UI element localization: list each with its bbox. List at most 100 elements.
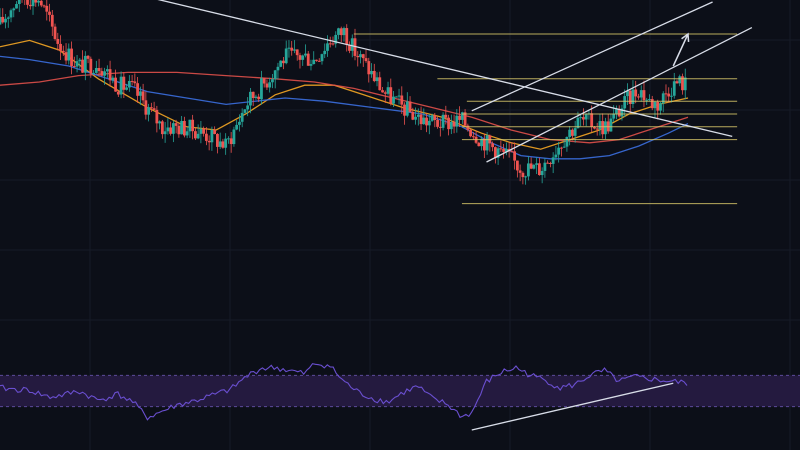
candle-114 bbox=[312, 51, 316, 65]
candle-body-184 bbox=[504, 148, 508, 152]
candle-body-13 bbox=[34, 0, 38, 3]
candle-152 bbox=[416, 108, 420, 126]
candle-body-14 bbox=[37, 0, 40, 3]
price-trendline-1 bbox=[486, 27, 753, 163]
candle-body-50 bbox=[136, 83, 139, 96]
candle-30 bbox=[81, 50, 84, 73]
candle-99 bbox=[271, 74, 274, 89]
candle-204 bbox=[560, 146, 563, 157]
candle-80 bbox=[218, 132, 222, 150]
candle-101 bbox=[276, 62, 280, 80]
candle-body-122 bbox=[334, 34, 338, 44]
projection-arrow-shaft bbox=[672, 33, 689, 67]
candle-38 bbox=[103, 67, 106, 85]
candle-92 bbox=[251, 91, 255, 107]
candle-body-89 bbox=[243, 109, 247, 113]
candle-body-15 bbox=[39, 0, 43, 6]
candle-body-190 bbox=[521, 172, 525, 178]
candle-13 bbox=[34, 0, 38, 7]
candle-body-228 bbox=[626, 90, 629, 97]
candle-83 bbox=[227, 136, 230, 144]
candle-36 bbox=[97, 58, 101, 77]
candle-body-131 bbox=[359, 54, 362, 58]
candle-5 bbox=[12, 7, 16, 18]
candle-42 bbox=[114, 69, 117, 92]
candle-body-83 bbox=[227, 138, 230, 140]
candle-body-158 bbox=[433, 115, 437, 121]
candle-28 bbox=[75, 54, 79, 73]
candle-78 bbox=[213, 126, 217, 135]
candle-222 bbox=[609, 113, 613, 132]
candle-body-36 bbox=[97, 67, 101, 72]
candle-147 bbox=[403, 102, 406, 125]
candle-234 bbox=[642, 80, 646, 108]
candle-77 bbox=[210, 126, 214, 151]
candle-body-41 bbox=[111, 77, 115, 81]
candle-body-55 bbox=[149, 107, 153, 109]
candle-7 bbox=[17, 0, 21, 13]
candle-187 bbox=[513, 142, 517, 170]
candle-183 bbox=[502, 143, 506, 159]
candle-body-80 bbox=[218, 141, 222, 147]
candle-body-137 bbox=[375, 77, 379, 82]
candle-body-172 bbox=[471, 136, 475, 138]
rsi-layer bbox=[0, 363, 688, 431]
candle-body-220 bbox=[604, 121, 607, 135]
candle-body-53 bbox=[144, 100, 148, 115]
candle-body-139 bbox=[381, 90, 384, 93]
candle-body-128 bbox=[350, 38, 354, 51]
candle-body-135 bbox=[370, 70, 373, 75]
candle-body-23 bbox=[61, 50, 65, 53]
candle-55 bbox=[149, 102, 153, 113]
candle-159 bbox=[436, 116, 439, 129]
candle-91 bbox=[249, 87, 252, 114]
candle-body-186 bbox=[510, 151, 514, 153]
candle-88 bbox=[240, 108, 244, 128]
candle-163 bbox=[447, 114, 450, 136]
candle-17 bbox=[45, 0, 49, 21]
candle-119 bbox=[326, 35, 329, 57]
candle-6 bbox=[15, 1, 18, 9]
candle-body-151 bbox=[414, 116, 417, 120]
candle-68 bbox=[185, 126, 189, 139]
candle-body-166 bbox=[455, 115, 459, 127]
candle-19 bbox=[50, 10, 54, 36]
candle-79 bbox=[216, 133, 219, 154]
candle-body-163 bbox=[447, 117, 450, 130]
candle-body-177 bbox=[485, 135, 489, 151]
candle-171 bbox=[469, 128, 472, 138]
candle-8 bbox=[21, 0, 23, 3]
candle-body-141 bbox=[386, 87, 390, 94]
candle-body-229 bbox=[628, 90, 632, 104]
candle-body-215 bbox=[590, 113, 594, 127]
candle-body-93 bbox=[254, 96, 258, 98]
candle-62 bbox=[169, 121, 173, 136]
candle-body-109 bbox=[298, 55, 302, 60]
candle-123 bbox=[337, 27, 340, 40]
candle-131 bbox=[359, 50, 362, 64]
candle-115 bbox=[315, 59, 318, 62]
candle-body-111 bbox=[304, 53, 307, 56]
candle-body-107 bbox=[293, 49, 296, 51]
candle-body-103 bbox=[282, 60, 285, 64]
candle-body-38 bbox=[103, 71, 106, 76]
candle-39 bbox=[105, 65, 109, 78]
candle-body-25 bbox=[67, 48, 71, 61]
candle-body-48 bbox=[130, 80, 134, 82]
candle-body-246 bbox=[675, 81, 679, 84]
candle-body-102 bbox=[279, 60, 283, 67]
candle-body-244 bbox=[670, 95, 673, 97]
candle-23 bbox=[61, 45, 65, 56]
candle-body-248 bbox=[681, 76, 684, 91]
candle-body-181 bbox=[496, 148, 500, 158]
candle-body-207 bbox=[568, 129, 572, 137]
candle-70 bbox=[191, 114, 195, 140]
candle-body-79 bbox=[216, 133, 219, 147]
candle-48 bbox=[130, 74, 134, 86]
candle-218 bbox=[598, 114, 602, 136]
candle-body-182 bbox=[499, 148, 503, 150]
candle-27 bbox=[72, 56, 76, 68]
candle-3 bbox=[6, 16, 10, 28]
candle-198 bbox=[543, 158, 547, 178]
candle-body-37 bbox=[100, 71, 104, 76]
